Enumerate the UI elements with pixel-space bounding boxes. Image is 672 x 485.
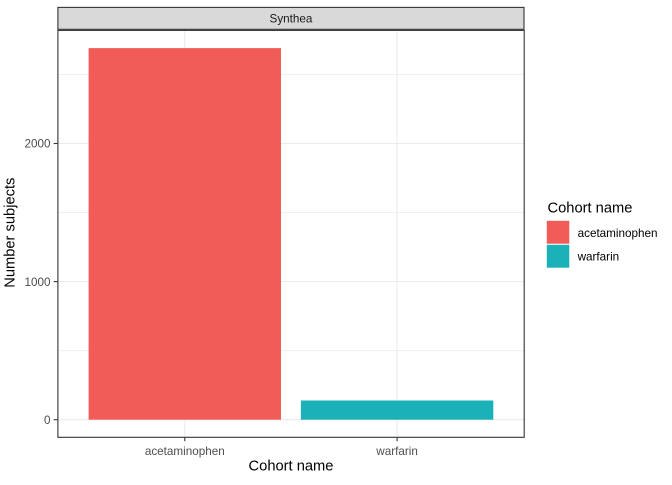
svg-text:Number subjects: Number subjects [3,178,19,288]
svg-text:Cohort name: Cohort name [249,459,334,475]
svg-text:warfarin: warfarin [577,251,620,264]
svg-text:warfarin: warfarin [375,445,418,458]
svg-text:Synthea: Synthea [270,13,313,26]
svg-text:Cohort name: Cohort name [548,201,633,217]
svg-text:1000: 1000 [24,276,51,289]
svg-text:acetaminophen: acetaminophen [578,227,658,240]
svg-text:0: 0 [44,414,51,427]
svg-text:2000: 2000 [24,138,51,151]
svg-text:acetaminophen: acetaminophen [145,445,225,458]
